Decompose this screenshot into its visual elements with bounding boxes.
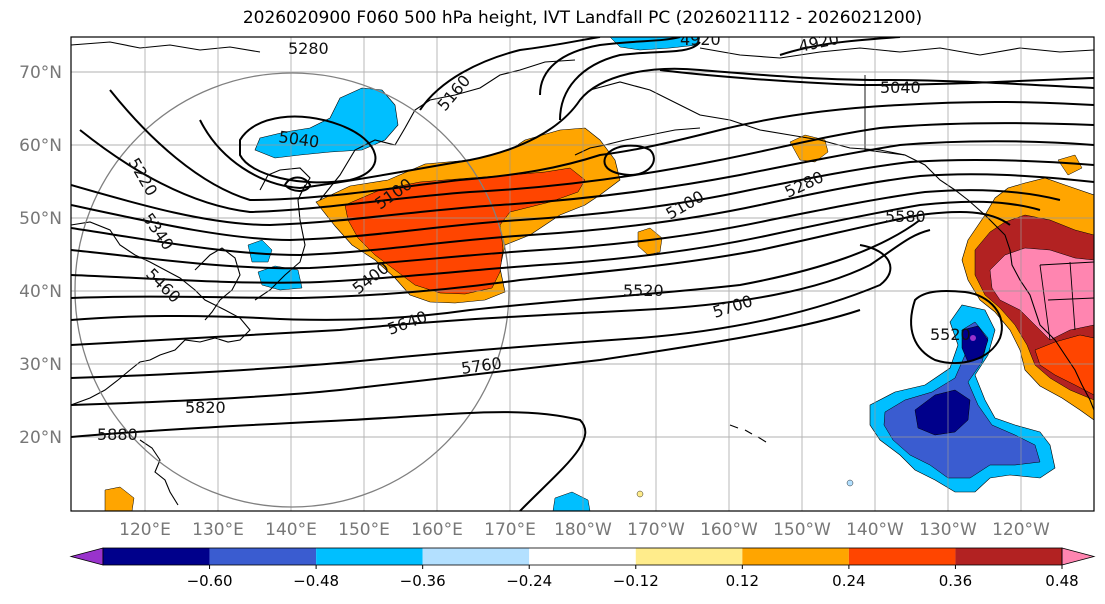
contour-4920 <box>539 37 681 96</box>
colorbar-tick-label: −0.12 <box>613 572 659 590</box>
coastline-hawaii <box>729 424 767 443</box>
contour-label: 5520 <box>930 325 971 344</box>
positive-anomaly-pink-ne <box>989 247 1094 341</box>
coastline-aleutians <box>574 127 701 156</box>
lat-label: 70°N <box>19 63 62 83</box>
contour-label: 5880 <box>97 425 138 444</box>
contour-5820 <box>71 309 861 406</box>
latitude-axis: 70°N 60°N 50°N 40°N 30°N 20°N <box>19 63 62 448</box>
lon-label: 120°W <box>992 520 1050 540</box>
colorbar-segment <box>955 548 1062 565</box>
contour-5340 <box>71 158 1094 242</box>
longitude-axis: 120°E 130°E 140°E 150°E 160°E 170°E 180°… <box>119 520 1050 540</box>
contour-label: 5580 <box>885 207 926 226</box>
colorbar-tick-label: 0.48 <box>1045 572 1078 590</box>
contour-5460 <box>71 189 1061 270</box>
contour-5040-b <box>659 69 1094 87</box>
colorbar-extend-high <box>1061 547 1096 566</box>
coastline-alaska <box>589 81 986 216</box>
negative-anomaly-navy-2 <box>961 325 989 363</box>
lon-label: 170°E <box>484 520 536 540</box>
lat-label: 40°N <box>19 282 62 302</box>
coastline-arctic <box>71 41 1094 59</box>
map-frame <box>70 36 1095 512</box>
contour-5100 <box>199 67 1094 190</box>
colorbar-extend-low <box>69 547 104 566</box>
contour-label: 5280 <box>288 39 329 58</box>
negative-anomaly-sakhalin-1 <box>247 239 273 263</box>
contour-5520 <box>71 200 1041 284</box>
us-state-borders <box>864 75 1094 341</box>
lon-label: 140°W <box>846 520 904 540</box>
contour-5160-arctic <box>419 37 601 111</box>
colorbar-tick-label: 0.24 <box>832 572 865 590</box>
contour-label: 4920 <box>680 30 721 49</box>
height-contours <box>71 37 1094 511</box>
lon-label: 160°E <box>411 520 463 540</box>
lon-label: 130°E <box>192 520 244 540</box>
contour-5880 <box>71 411 587 511</box>
positive-anomaly-small-4 <box>104 486 135 511</box>
contour-low-center <box>603 144 655 177</box>
colorbar-segment <box>635 548 743 565</box>
positive-anomaly-small-2 <box>789 134 829 163</box>
negative-anomaly-purple-dot <box>970 335 976 341</box>
contour-low-center-2 <box>283 176 312 192</box>
negative-anomaly-south-1 <box>552 491 591 511</box>
contour-5640 <box>71 219 921 321</box>
colorbar-tick-label: −0.48 <box>293 572 339 590</box>
contour-5280 <box>71 140 1094 227</box>
colorbar-tick-label: −0.24 <box>506 572 552 590</box>
colorbar-segment <box>209 548 317 565</box>
coastline-philippines <box>139 439 179 506</box>
colorbar-tick-label: 0.36 <box>939 572 972 590</box>
colorbar-tick-label: 0.12 <box>726 572 759 590</box>
lon-label: 130°W <box>919 520 977 540</box>
contour-label: 5520 <box>623 281 664 300</box>
lon-label: 150°W <box>773 520 831 540</box>
contour-5580 <box>71 211 1011 300</box>
colorbar-outline <box>102 547 1063 566</box>
colorbar-segment <box>103 548 210 565</box>
contour-5520-low <box>910 290 1003 364</box>
negative-anomaly-arctic <box>609 37 701 51</box>
lon-label: 140°E <box>265 520 317 540</box>
map-title: 2026020900 F060 500 hPa height, IVT Land… <box>242 8 923 28</box>
landfall-region-circle <box>74 72 510 508</box>
colorbar: −0.60 −0.48 −0.36 −0.24 −0.12 0.12 0.24 0.36 0.4… <box>69 547 1096 590</box>
lat-label: 60°N <box>19 136 62 156</box>
contour-5700 <box>71 229 931 346</box>
lon-label: 120°E <box>119 520 171 540</box>
lat-label: 30°N <box>19 355 62 375</box>
lat-label: 50°N <box>19 209 62 229</box>
colorbar-segment <box>848 548 956 565</box>
lon-label: 170°W <box>627 520 685 540</box>
positive-anomaly-small-3 <box>1057 154 1083 176</box>
lon-label: 160°W <box>700 520 758 540</box>
coastline-korea-japan <box>194 184 306 321</box>
colorbar-tick-label: −0.60 <box>187 572 233 590</box>
colorbar-segment <box>316 548 423 565</box>
contour-5160 <box>109 89 1094 202</box>
positive-anomaly-dot <box>636 490 644 498</box>
contour-5760 <box>71 244 892 379</box>
negative-anomaly-navy-1 <box>914 389 971 436</box>
contour-5220 <box>79 122 1094 214</box>
negative-anomaly-dot <box>846 479 854 487</box>
colorbar-segment <box>529 548 636 565</box>
contour-label: 5040 <box>880 78 921 97</box>
lat-label: 20°N <box>19 428 62 448</box>
colorbar-segment <box>422 548 530 565</box>
contour-5040 <box>239 115 377 184</box>
lon-label: 180°W <box>554 520 612 540</box>
contour-5400 <box>71 173 1094 257</box>
colorbar-segment <box>742 548 849 565</box>
lon-label: 150°E <box>338 520 390 540</box>
contour-4920-b <box>779 37 901 56</box>
coastline-na-west <box>984 214 1094 411</box>
contour-4980 <box>559 41 701 121</box>
colorbar-tick-label: −0.36 <box>400 572 446 590</box>
contour-label: 5820 <box>185 398 226 417</box>
